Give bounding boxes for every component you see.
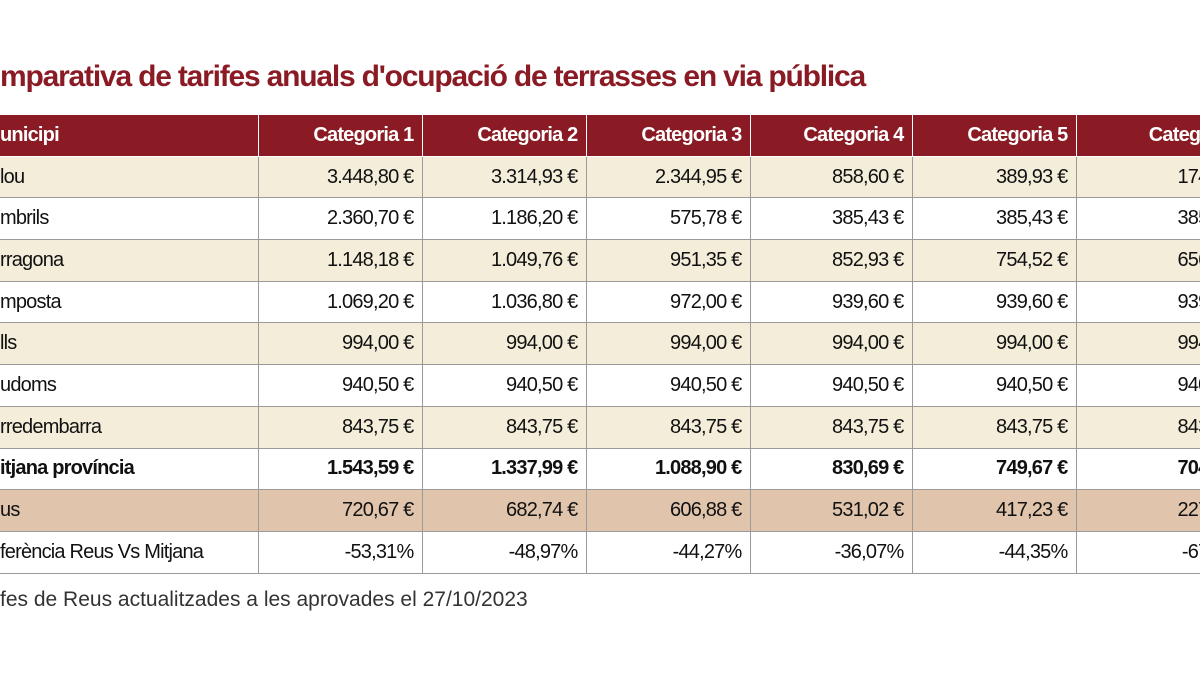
- cell: -44,35%: [911, 530, 1077, 574]
- cell: 940,50 €: [257, 364, 423, 407]
- cell: 1.036,80 €: [421, 280, 587, 324]
- cell: 2.360,70 €: [257, 197, 423, 241]
- header-row: unicipi Categoria 1 Categoria 2 Categoria 3…: [0, 114, 1200, 157]
- cell: 385,43 €: [911, 197, 1077, 241]
- cell: 1.337,99 €: [421, 447, 587, 491]
- tariff-table: unicipi Categoria 1 Categoria 2 Categoria 3…: [0, 114, 1200, 574]
- cell: 3.314,93 €: [421, 155, 587, 199]
- cell: 940,50 €: [911, 364, 1077, 407]
- row-label: udoms: [0, 364, 259, 407]
- row-label: rredembarra: [0, 405, 259, 449]
- header-cell: Categoria 1: [257, 114, 423, 157]
- header-cell: Categoria 2: [421, 114, 587, 157]
- header-cell: Categori: [1075, 114, 1200, 157]
- cell: 720,67 €: [257, 489, 423, 532]
- cell: 1.186,20 €: [421, 197, 587, 241]
- table-row: rragona 1.148,18 €1.049,76 €951,35 €852,9…: [0, 239, 1200, 282]
- row-label: us: [0, 489, 259, 532]
- cell: 972,00 €: [585, 280, 751, 324]
- cell: 843,75 €: [421, 405, 587, 449]
- cell: 389,93 €: [911, 155, 1077, 199]
- row-label: mposta: [0, 280, 259, 324]
- row-label: mbrils: [0, 197, 259, 241]
- cell: 858,60 €: [749, 155, 913, 199]
- cell: 575,78 €: [585, 197, 751, 241]
- cell: 951,35 €: [585, 239, 751, 282]
- cell: 3.448,80 €: [257, 155, 423, 199]
- cell: 749,67 €: [911, 447, 1077, 491]
- cell: 1.088,90 €: [585, 447, 751, 491]
- table-row: mposta 1.069,20 €1.036,80 €972,00 €939,60…: [0, 280, 1200, 324]
- cell: -48,97%: [421, 530, 587, 574]
- cell: 843,75 €: [749, 405, 913, 449]
- cell: 939,6: [1075, 280, 1200, 324]
- cell: 1.069,20 €: [257, 280, 423, 324]
- cell: 994,00 €: [585, 322, 751, 366]
- cell: 843,75 €: [585, 405, 751, 449]
- table-row: ferència Reus Vs Mitjana -53,31% -48,97% -4…: [0, 530, 1200, 574]
- cell: 994,00 €: [749, 322, 913, 366]
- cell: 994,00 €: [421, 322, 587, 366]
- cell: 1.148,18 €: [257, 239, 423, 282]
- cell: 940,50 €: [585, 364, 751, 407]
- cell: 385,4: [1075, 197, 1200, 241]
- table-row: lou 3.448,80 €3.314,93 €2.344,95 €858,60 …: [0, 155, 1200, 199]
- table-row: us 720,67 €682,74 €606,88 €531,02 €417,23…: [0, 489, 1200, 532]
- cell: 994,0: [1075, 322, 1200, 366]
- cell: 417,23 €: [911, 489, 1077, 532]
- cell: 843,7: [1075, 405, 1200, 449]
- table-row: lls 994,00 €994,00 €994,00 €994,00 €994,0…: [0, 322, 1200, 366]
- header-cell: Categoria 5: [911, 114, 1077, 157]
- title: mparativa de tarifes anuals d'ocupació d…: [0, 60, 866, 93]
- cell: 830,69 €: [749, 447, 913, 491]
- cell: -53,31%: [257, 530, 423, 574]
- cell: 843,75 €: [911, 405, 1077, 449]
- header-cell: Categoria 4: [749, 114, 913, 157]
- cell: 940,5: [1075, 364, 1200, 407]
- header-cell: Categoria 3: [585, 114, 751, 157]
- cell: 656,1: [1075, 239, 1200, 282]
- cell: 174,1: [1075, 155, 1200, 199]
- header-cell: unicipi: [0, 114, 259, 157]
- cell: -67,7: [1075, 530, 1200, 574]
- row-label: ferència Reus Vs Mitjana: [0, 530, 259, 574]
- cell: 994,00 €: [911, 322, 1077, 366]
- cell: 939,60 €: [749, 280, 913, 324]
- cell: 1.049,76 €: [421, 239, 587, 282]
- cell: 994,00 €: [257, 322, 423, 366]
- cell: 940,50 €: [421, 364, 587, 407]
- table-row: udoms 940,50 €940,50 €940,50 €940,50 €940…: [0, 364, 1200, 407]
- cell: 227,5: [1075, 489, 1200, 532]
- cell: 704,7: [1075, 447, 1200, 491]
- cell: 852,93 €: [749, 239, 913, 282]
- row-label: lls: [0, 322, 259, 366]
- cell: -36,07%: [749, 530, 913, 574]
- cell: 754,52 €: [911, 239, 1077, 282]
- cell: 385,43 €: [749, 197, 913, 241]
- cell: 606,88 €: [585, 489, 751, 532]
- cell: 531,02 €: [749, 489, 913, 532]
- cell: 682,74 €: [421, 489, 587, 532]
- table-row: mbrils 2.360,70 €1.186,20 €575,78 €385,43…: [0, 197, 1200, 241]
- row-label: itjana província: [0, 447, 259, 491]
- cell: 939,60 €: [911, 280, 1077, 324]
- row-label: rragona: [0, 239, 259, 282]
- cell: 2.344,95 €: [585, 155, 751, 199]
- cell: 940,50 €: [749, 364, 913, 407]
- footnote: fes de Reus actualitzades a les aprovade…: [0, 588, 528, 611]
- cell: 1.543,59 €: [257, 447, 423, 491]
- table-row: itjana província 1.543,59 €1.337,99 €1.08…: [0, 447, 1200, 491]
- cell: 843,75 €: [257, 405, 423, 449]
- cell: -44,27%: [585, 530, 751, 574]
- row-label: lou: [0, 155, 259, 199]
- table-row: rredembarra 843,75 €843,75 €843,75 €843,7…: [0, 405, 1200, 449]
